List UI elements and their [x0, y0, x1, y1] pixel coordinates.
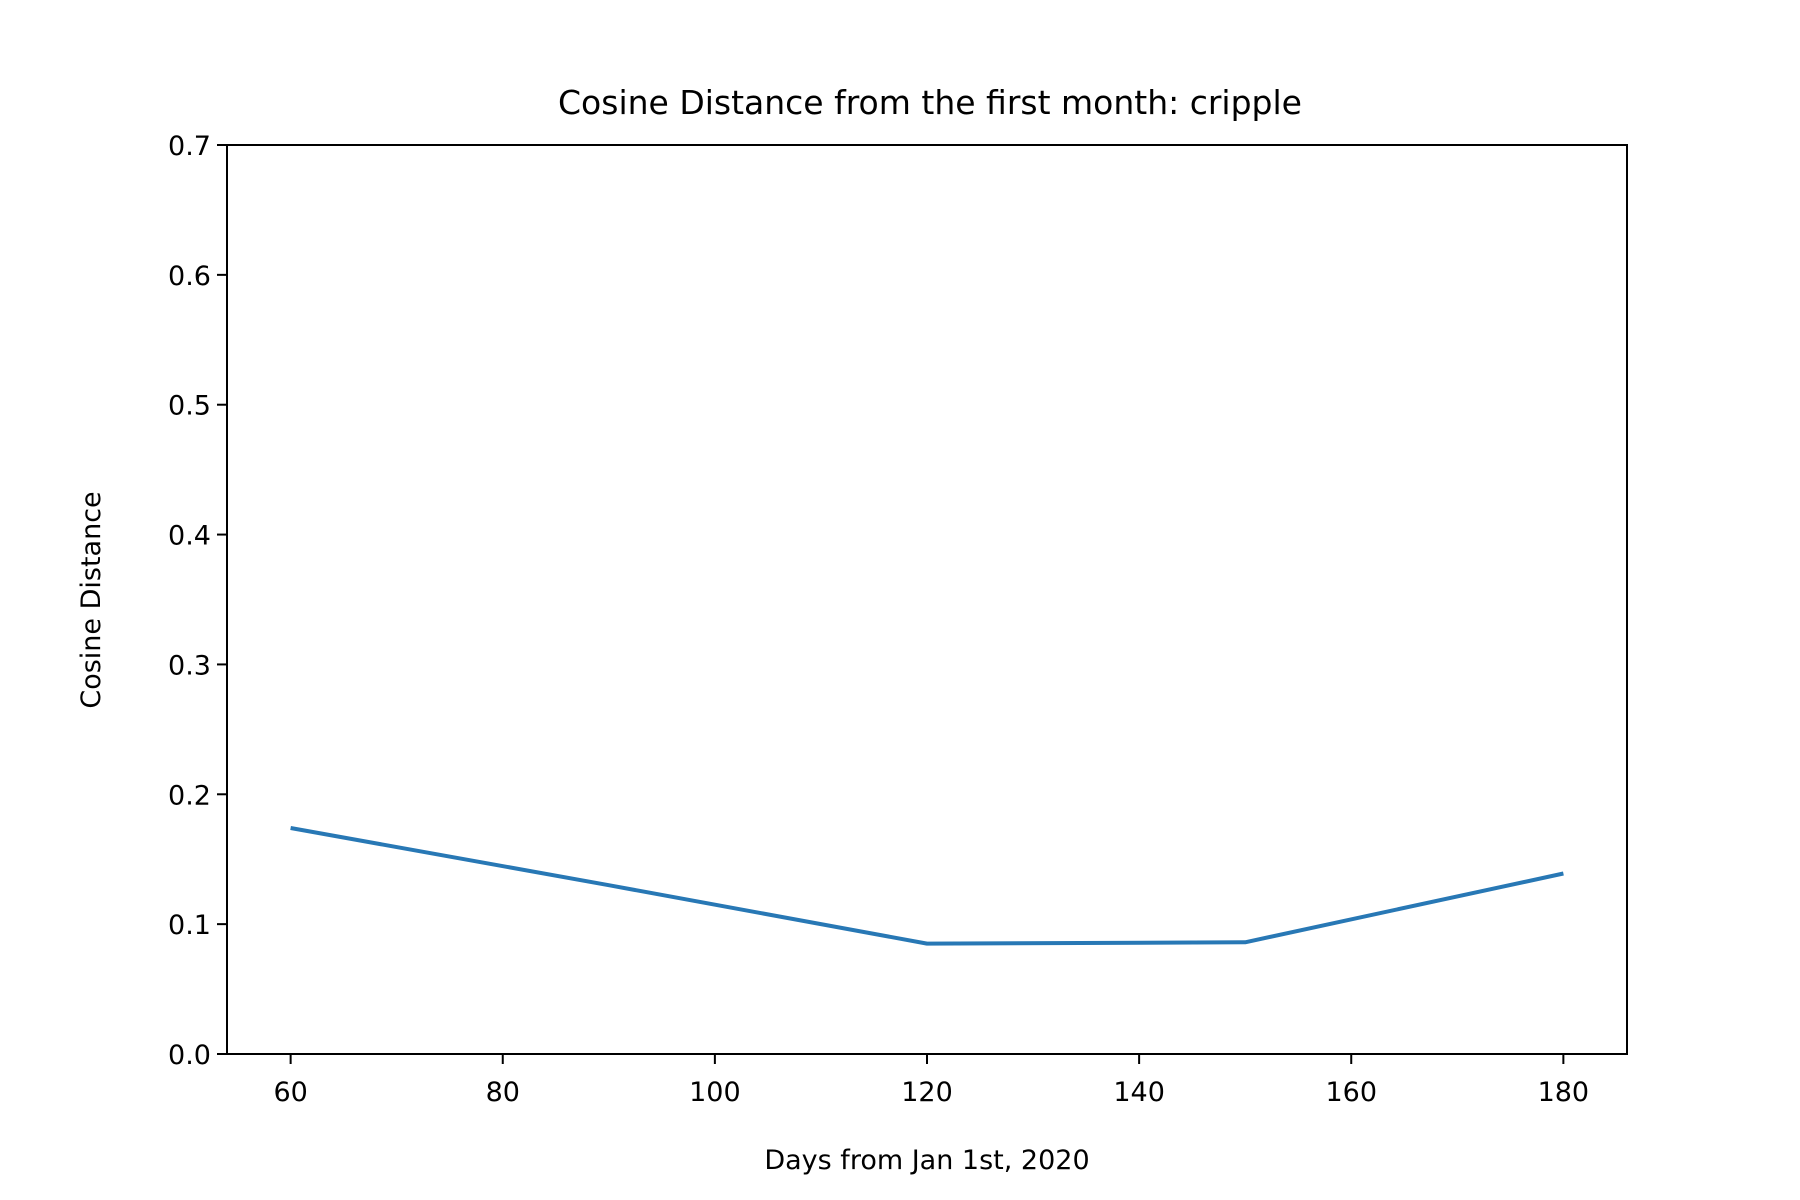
- x-tick-label: 140: [1113, 1077, 1165, 1108]
- plot-frame: [226, 144, 1628, 1055]
- y-tick-label: 0.2: [168, 780, 211, 811]
- y-axis-ticks: 0.0 0.1 0.2 0.3 0.4 0.5 0.6 0.7: [168, 131, 227, 1071]
- y-tick-label: 0.3: [168, 650, 211, 681]
- series-layer: [290, 826, 1564, 946]
- y-tick-label: 0.4: [168, 521, 211, 552]
- y-tick-label: 0.1: [168, 910, 211, 941]
- y-axis-label: Cosine Distance: [76, 491, 107, 708]
- series-line: [290, 826, 1564, 946]
- y-tick-label: 0.0: [168, 1040, 211, 1071]
- y-tick-label: 0.6: [168, 261, 211, 292]
- x-tick-label: 100: [689, 1077, 741, 1108]
- x-tick-label: 160: [1325, 1077, 1377, 1108]
- x-axis-label: Days from Jan 1st, 2020: [764, 1145, 1089, 1176]
- x-tick-label: 180: [1538, 1077, 1590, 1108]
- x-tick-label: 80: [486, 1077, 520, 1108]
- x-tick-label: 120: [901, 1077, 953, 1108]
- y-tick-label: 0.5: [168, 391, 211, 422]
- x-axis-ticks: 60 80 100 120 140 160 180: [273, 1054, 1589, 1108]
- y-tick-label: 0.7: [168, 131, 211, 162]
- chart-title: Cosine Distance from the first month: cr…: [558, 83, 1302, 122]
- x-tick-label: 60: [273, 1077, 307, 1108]
